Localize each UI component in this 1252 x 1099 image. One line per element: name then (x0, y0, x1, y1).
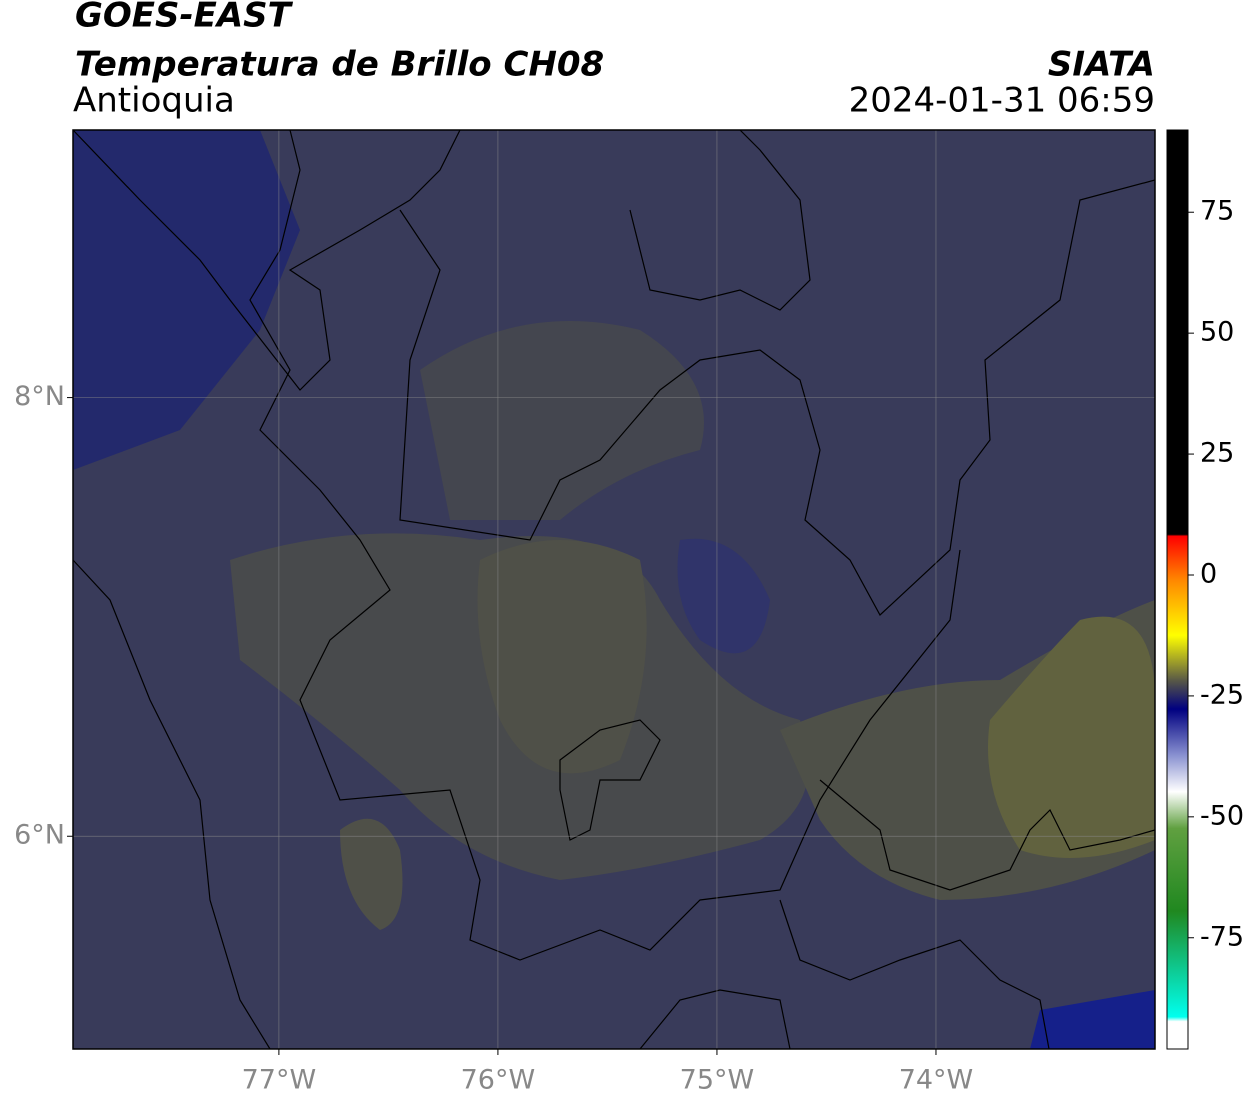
colorbar-tick-label: -25 (1200, 679, 1244, 710)
warm-region (420, 321, 704, 520)
colorbar-tick-label: -75 (1200, 921, 1244, 952)
border (639, 989, 791, 1049)
border (399, 179, 1155, 616)
border (73, 559, 271, 1049)
colorbar-tick-label: 0 (1200, 558, 1217, 589)
colorbar-tick-label: 75 (1200, 196, 1234, 227)
border (779, 899, 1050, 1049)
x-tick-label: 76°W (461, 1065, 536, 1096)
colorbar-tick-label: 25 (1200, 438, 1234, 469)
x-tick-label: 77°W (242, 1065, 317, 1096)
coastline (73, 130, 461, 391)
title: GOES-EAST (75, 0, 294, 36)
border (819, 779, 1155, 891)
timestamp: 2024-01-31 06:59 (849, 81, 1155, 121)
warm-region (988, 616, 1155, 858)
y-tick-label: 8°N (14, 381, 65, 412)
x-tick-label: 75°W (680, 1065, 755, 1096)
colorbar-tick-label: 50 (1200, 317, 1234, 348)
colorbar (1166, 129, 1189, 1050)
region: Antioquia (73, 81, 235, 121)
cold-region (73, 130, 300, 470)
source: SIATA (1048, 45, 1155, 85)
map-frame (72, 129, 1156, 1050)
subtitle: Temperatura de Brillo CH08 (75, 45, 604, 85)
warm-region (477, 540, 647, 774)
border (249, 130, 961, 961)
cold-region (1030, 990, 1155, 1049)
cold-region (677, 538, 770, 654)
border (629, 130, 811, 311)
warm-region (340, 818, 403, 930)
map (73, 130, 1155, 1049)
x-tick-label: 74°W (899, 1065, 974, 1096)
grid (73, 130, 1155, 1049)
border (559, 719, 661, 841)
y-tick-label: 6°N (14, 820, 65, 851)
colorbar-tick-label: -50 (1200, 800, 1244, 831)
